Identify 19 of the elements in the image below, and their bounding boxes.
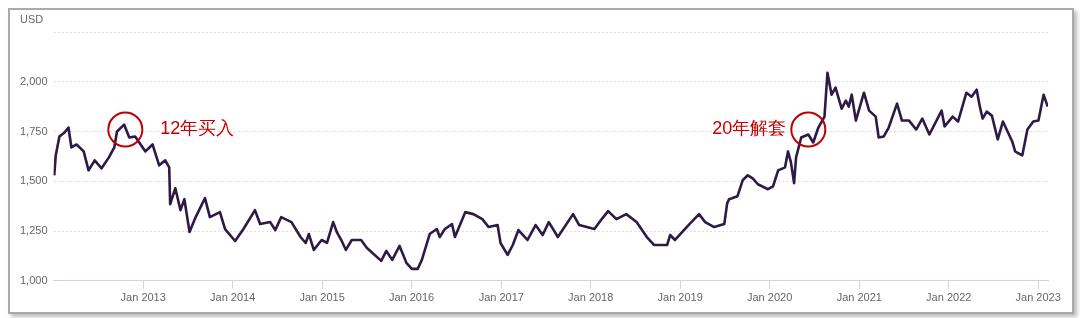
x-tick-label: Jan 2020: [746, 291, 793, 304]
y-tick-label: 1,250: [20, 224, 48, 237]
y-tick-label: 2,000: [20, 74, 48, 87]
annotation: 20年解套: [712, 118, 787, 139]
x-tick-label: Jan 2021: [836, 291, 882, 304]
annotation: 12年买入: [160, 118, 235, 139]
x-tick-label: Jan 2016: [388, 291, 435, 304]
x-tick-label: Jan 2015: [299, 291, 345, 304]
x-tick-label: Jan 2013: [120, 291, 166, 304]
x-tick-label: Jan 2018: [568, 291, 614, 304]
x-tick-label: Jan 2019: [657, 291, 703, 304]
y-tick-label: 1,750: [20, 124, 48, 137]
x-tick-label: Jan 2014: [210, 291, 256, 304]
y-tick-label: 1,500: [20, 174, 48, 187]
y-tick-label: 1,000: [20, 273, 48, 286]
x-tick-label: Jan 2017: [478, 291, 524, 304]
x-tick-label: Jan 2022: [926, 291, 972, 304]
x-tick-label: Jan 2023: [1015, 291, 1061, 304]
y-axis-title: USD: [20, 13, 44, 26]
